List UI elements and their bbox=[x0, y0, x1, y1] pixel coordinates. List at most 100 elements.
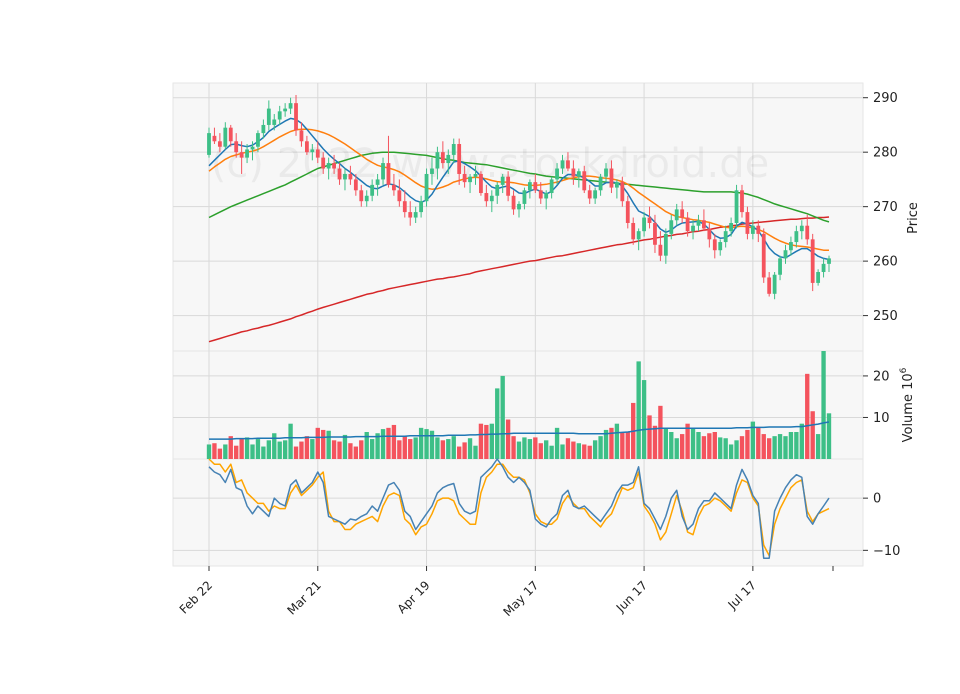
candle bbox=[364, 190, 369, 207]
candle bbox=[283, 103, 288, 117]
volume-bar bbox=[397, 440, 402, 459]
volume-bar bbox=[544, 440, 549, 459]
candle-body bbox=[696, 220, 701, 226]
volume-bar bbox=[718, 437, 723, 459]
volume-bar bbox=[826, 413, 832, 459]
candle bbox=[593, 187, 598, 204]
volume-bar bbox=[516, 441, 522, 459]
candle bbox=[424, 168, 429, 207]
candle-body bbox=[576, 171, 581, 177]
volume-bar bbox=[239, 439, 244, 459]
candle bbox=[239, 141, 244, 174]
candle bbox=[386, 135, 391, 188]
candle bbox=[348, 165, 353, 185]
volume-bar bbox=[266, 440, 271, 459]
candle bbox=[392, 173, 396, 196]
candle bbox=[696, 214, 701, 232]
candle bbox=[310, 144, 315, 161]
volume-y-tick-label: 20 bbox=[873, 369, 890, 384]
volume-bar bbox=[272, 433, 277, 459]
candle bbox=[315, 141, 320, 164]
candle bbox=[321, 152, 326, 174]
volume-bar bbox=[734, 440, 739, 459]
volume-bar bbox=[386, 427, 391, 459]
candle bbox=[353, 173, 358, 196]
candle bbox=[712, 233, 717, 259]
price-panel-background bbox=[172, 82, 864, 352]
candle bbox=[691, 220, 695, 240]
volume-bar bbox=[473, 445, 478, 459]
volume-bar bbox=[234, 445, 239, 459]
candle-body bbox=[729, 222, 734, 232]
price-y-tick-label: 260 bbox=[873, 255, 898, 270]
volume-bar bbox=[429, 430, 435, 459]
candle-body bbox=[653, 222, 657, 245]
price-y-tick-label: 270 bbox=[873, 200, 898, 215]
volume-bar bbox=[342, 434, 348, 459]
candle bbox=[647, 206, 652, 229]
candle bbox=[740, 184, 744, 218]
candle-body bbox=[359, 190, 364, 202]
candle-body bbox=[805, 225, 810, 240]
candle bbox=[337, 163, 342, 185]
candle bbox=[555, 163, 559, 185]
volume-bar bbox=[505, 419, 511, 459]
candle-body bbox=[631, 222, 636, 240]
volume-bar bbox=[250, 444, 255, 459]
volume-bar bbox=[282, 440, 288, 459]
volume-bar bbox=[435, 437, 440, 459]
candle-body bbox=[810, 239, 815, 283]
candle-body bbox=[789, 242, 793, 251]
candle bbox=[805, 214, 810, 245]
candle bbox=[207, 127, 211, 158]
candle-body bbox=[718, 242, 723, 251]
volume-bar bbox=[337, 441, 342, 459]
candle-body bbox=[479, 173, 483, 194]
candle-body bbox=[756, 225, 761, 234]
candle-body bbox=[593, 190, 598, 199]
candle bbox=[304, 135, 309, 155]
volume-bar bbox=[478, 423, 484, 459]
candle-body bbox=[674, 209, 679, 221]
candle-body bbox=[484, 193, 489, 202]
candle-body bbox=[506, 176, 511, 196]
candle bbox=[484, 184, 489, 207]
candle-body bbox=[228, 127, 233, 142]
volume-bar bbox=[331, 440, 337, 459]
volume-bar bbox=[500, 375, 505, 459]
candle bbox=[359, 184, 364, 207]
candle-body bbox=[702, 220, 706, 229]
candle-body bbox=[571, 168, 576, 177]
volume-bar bbox=[277, 441, 282, 459]
candle-body bbox=[511, 195, 516, 210]
candle-body bbox=[772, 274, 777, 294]
candle-body bbox=[435, 152, 440, 169]
candle-body bbox=[647, 217, 652, 223]
ma-long-line bbox=[208, 151, 830, 223]
candle-body bbox=[712, 239, 717, 251]
volume-ma-line bbox=[209, 421, 830, 440]
candle-body bbox=[734, 190, 739, 223]
volume-y-tick-label: 10 bbox=[873, 411, 890, 426]
candle bbox=[614, 179, 619, 199]
candle-body bbox=[370, 184, 375, 196]
candle bbox=[272, 114, 277, 131]
volume-bar bbox=[587, 445, 592, 459]
candle-body bbox=[783, 250, 788, 259]
volume-bar bbox=[413, 437, 418, 459]
candle bbox=[473, 165, 478, 185]
candle bbox=[767, 272, 772, 297]
candle bbox=[435, 146, 440, 180]
volume-bar bbox=[712, 432, 717, 459]
candle-body bbox=[761, 233, 766, 278]
candle-body bbox=[245, 149, 249, 158]
candle bbox=[636, 228, 641, 251]
candle-body bbox=[462, 173, 467, 183]
candle-body bbox=[522, 190, 527, 204]
candle bbox=[468, 173, 472, 194]
candle-body bbox=[767, 277, 772, 294]
candle bbox=[680, 201, 685, 223]
volume-bar bbox=[658, 405, 663, 459]
volume-bar bbox=[685, 423, 690, 459]
volume-bar bbox=[707, 433, 712, 459]
